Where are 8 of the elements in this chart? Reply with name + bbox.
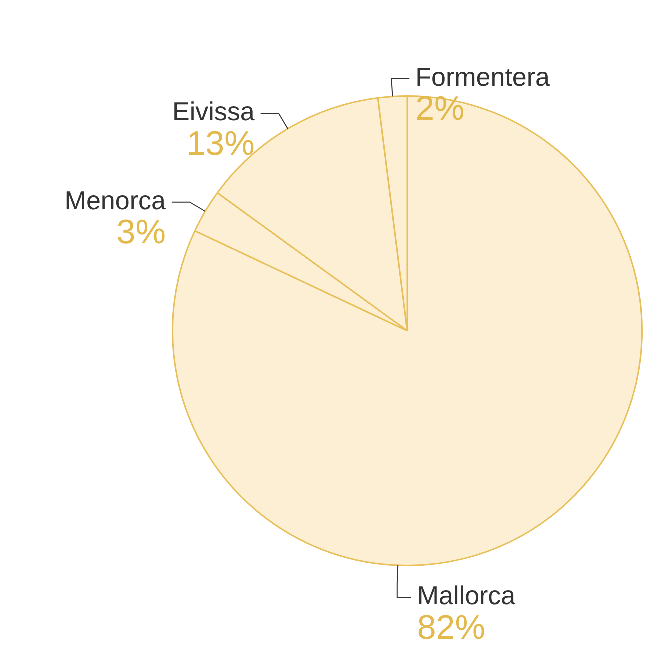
data-label: 13% <box>186 124 255 163</box>
data-label: 3% <box>116 214 166 252</box>
slice-label: Menorca <box>64 186 166 216</box>
data-label: 2% <box>416 90 465 128</box>
slice-label: Mallorca <box>417 580 516 611</box>
data-label: 82% <box>417 608 486 647</box>
slice-label: Eivissa <box>172 96 256 127</box>
slice-label: Formentera <box>416 62 551 92</box>
